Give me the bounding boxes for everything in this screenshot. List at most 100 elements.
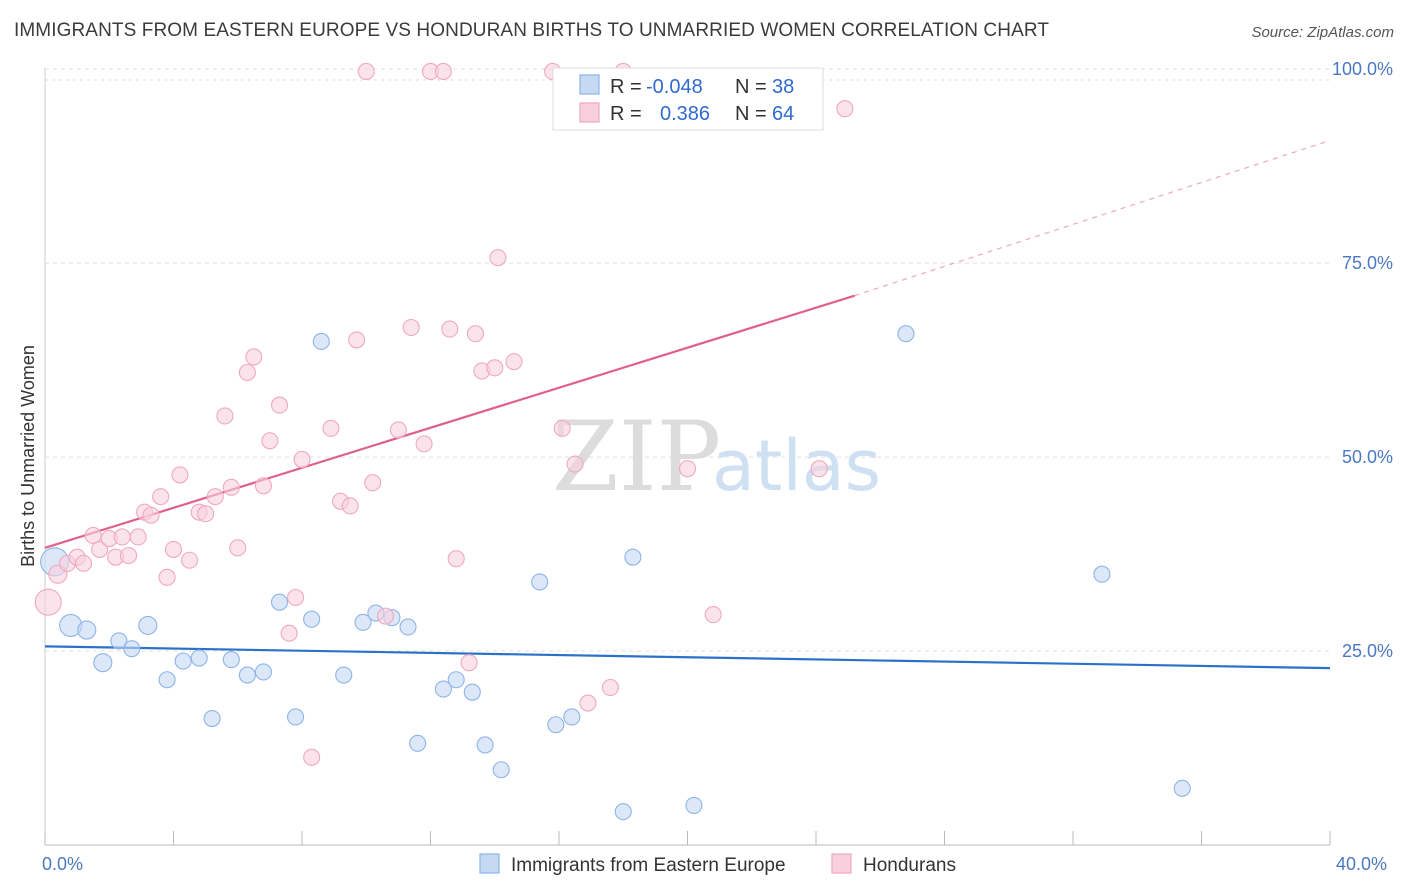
point-eastern-europe bbox=[110, 632, 128, 650]
point-hondurans bbox=[129, 528, 147, 546]
stats-n-label-eastern-europe: N = bbox=[735, 76, 767, 98]
point-eastern-europe bbox=[1173, 779, 1191, 797]
point-eastern-europe bbox=[77, 620, 97, 640]
y-tick-label: 75.0% bbox=[1342, 253, 1393, 273]
watermark-zip: ZIP bbox=[552, 401, 721, 513]
y-tick-label: 25.0% bbox=[1342, 641, 1393, 661]
point-eastern-europe bbox=[531, 573, 549, 591]
y-tick-label: 100.0% bbox=[1332, 59, 1393, 79]
legend: Immigrants from Eastern Europe Hondurans bbox=[479, 853, 956, 876]
point-eastern-europe bbox=[190, 649, 208, 667]
point-hondurans bbox=[553, 419, 571, 437]
point-eastern-europe bbox=[463, 683, 481, 701]
point-hondurans bbox=[376, 607, 395, 625]
point-eastern-europe bbox=[399, 618, 417, 636]
stats-r-label-hondurans: R = bbox=[610, 103, 642, 125]
stats-swatch-hondurans bbox=[579, 102, 600, 123]
point-hondurans bbox=[181, 551, 199, 569]
point-hondurans bbox=[270, 396, 289, 414]
point-hondurans bbox=[287, 588, 305, 607]
point-hondurans bbox=[489, 249, 507, 267]
stats-swatch-eastern-europe bbox=[579, 74, 600, 95]
point-hondurans bbox=[245, 348, 263, 366]
point-eastern-europe bbox=[174, 652, 192, 670]
point-hondurans bbox=[415, 435, 433, 453]
point-eastern-europe bbox=[158, 671, 176, 689]
y-tick-labels: 25.0% 50.0% 75.0% 100.0% bbox=[1332, 59, 1393, 661]
y-axis-label: Births to Unmarried Women bbox=[18, 345, 38, 567]
point-hondurans bbox=[441, 320, 459, 338]
stats-r-label-eastern-europe: R = bbox=[610, 76, 642, 98]
point-eastern-europe bbox=[563, 708, 581, 726]
point-hondurans bbox=[91, 540, 109, 558]
x-tick-label-max: 40.0% bbox=[1336, 854, 1387, 874]
point-hondurans bbox=[486, 359, 504, 377]
point-eastern-europe bbox=[93, 653, 113, 673]
legend-label-eastern-europe[interactable]: Immigrants from Eastern Europe bbox=[511, 855, 786, 876]
point-hondurans bbox=[142, 506, 160, 524]
point-hondurans bbox=[466, 325, 485, 343]
point-eastern-europe bbox=[354, 613, 372, 631]
point-hondurans bbox=[460, 654, 478, 672]
point-hondurans bbox=[34, 588, 62, 616]
point-hondurans bbox=[322, 419, 340, 437]
point-hondurans bbox=[303, 748, 321, 766]
axes-layer bbox=[44, 68, 1331, 846]
point-hondurans bbox=[505, 353, 523, 371]
legend-label-hondurans[interactable]: Hondurans bbox=[863, 855, 956, 876]
point-hondurans bbox=[113, 528, 131, 546]
legend-swatch-hondurans[interactable] bbox=[831, 853, 852, 874]
x-tick-label-min: 0.0% bbox=[42, 854, 83, 874]
stats-box: R = -0.048 N = 38 R = 0.386 N = 64 bbox=[552, 67, 824, 131]
point-eastern-europe bbox=[614, 803, 632, 821]
point-hondurans bbox=[678, 460, 697, 478]
point-hondurans bbox=[341, 497, 359, 515]
stats-r-value-hondurans: 0.386 bbox=[660, 103, 710, 125]
point-hondurans bbox=[810, 460, 828, 478]
point-eastern-europe bbox=[303, 610, 321, 628]
stats-n-value-eastern-europe: 38 bbox=[772, 76, 794, 98]
watermark-atlas: atlas bbox=[712, 425, 881, 507]
point-hondurans bbox=[601, 678, 619, 697]
grid-layer bbox=[45, 68, 1330, 652]
point-hondurans bbox=[164, 540, 183, 558]
point-hondurans bbox=[152, 488, 170, 506]
point-eastern-europe bbox=[434, 680, 452, 698]
point-hondurans bbox=[158, 568, 176, 586]
point-hondurans bbox=[229, 539, 247, 557]
stats-r-value-eastern-europe: -0.048 bbox=[646, 76, 703, 98]
point-hondurans bbox=[293, 450, 311, 468]
point-hondurans bbox=[119, 547, 138, 565]
stats-n-label-hondurans: N = bbox=[735, 103, 767, 125]
point-hondurans bbox=[216, 407, 234, 425]
point-hondurans bbox=[75, 554, 93, 572]
chart-source: Source: ZipAtlas.com bbox=[1251, 24, 1394, 41]
point-eastern-europe bbox=[203, 709, 221, 728]
trend-line-extension-1 bbox=[854, 139, 1331, 297]
point-eastern-europe bbox=[476, 736, 494, 754]
point-eastern-europe bbox=[254, 663, 273, 681]
point-eastern-europe bbox=[447, 671, 465, 689]
point-hondurans bbox=[357, 62, 375, 81]
point-hondurans bbox=[261, 432, 279, 450]
point-hondurans bbox=[84, 526, 102, 544]
point-hondurans bbox=[566, 455, 584, 473]
point-hondurans bbox=[348, 331, 366, 349]
point-eastern-europe bbox=[312, 332, 330, 351]
point-eastern-europe bbox=[685, 796, 703, 814]
point-eastern-europe bbox=[123, 640, 141, 658]
point-hondurans bbox=[402, 318, 420, 337]
point-hondurans bbox=[254, 477, 273, 495]
point-eastern-europe bbox=[409, 734, 427, 752]
point-eastern-europe bbox=[138, 615, 158, 635]
legend-swatch-eastern-europe[interactable] bbox=[479, 853, 500, 874]
point-hondurans bbox=[280, 624, 298, 642]
points-layer bbox=[34, 62, 1191, 821]
point-eastern-europe bbox=[287, 708, 305, 726]
chart-title: IMMIGRANTS FROM EASTERN EUROPE VS HONDUR… bbox=[14, 20, 1050, 41]
point-hondurans bbox=[197, 505, 215, 523]
point-hondurans bbox=[579, 694, 597, 712]
point-eastern-europe bbox=[335, 666, 353, 684]
point-eastern-europe bbox=[238, 666, 256, 684]
